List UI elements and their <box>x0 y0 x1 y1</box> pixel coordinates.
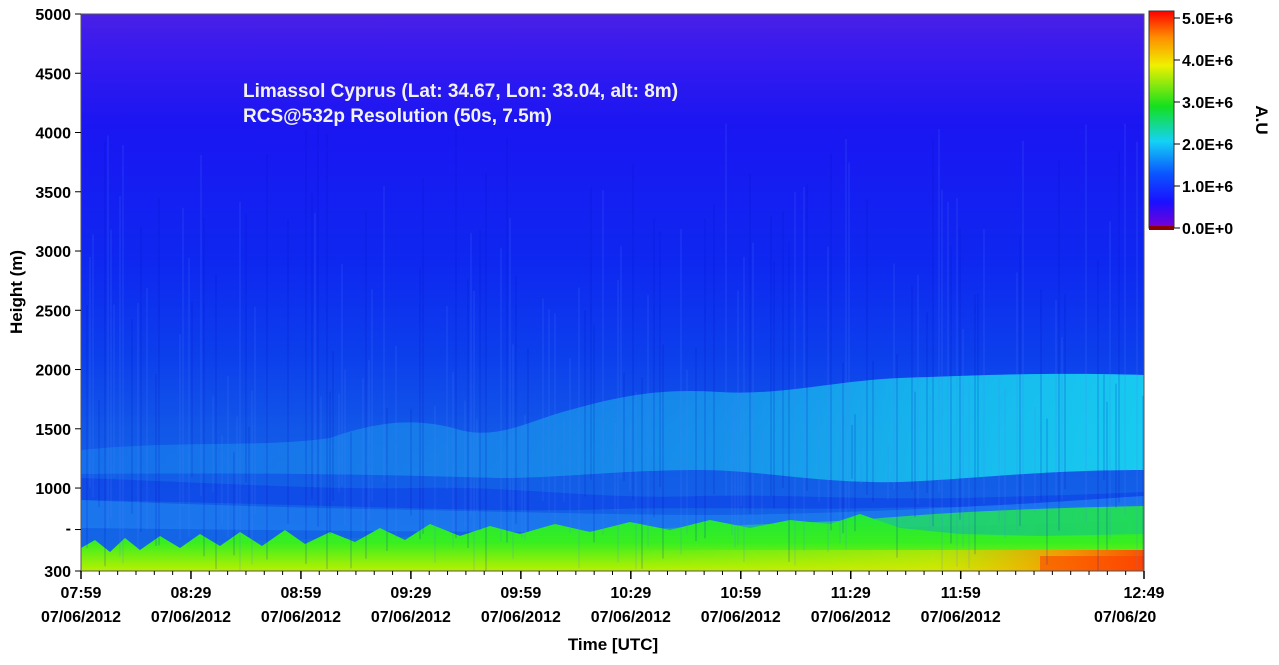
heatmap-background <box>81 14 1144 571</box>
colorbar-tick-label: 4.0E+6 <box>1182 53 1233 70</box>
x-tick-date: 07/06/20 <box>1094 609 1156 626</box>
residual-layer <box>81 373 1144 483</box>
y-tick-label: 3500 <box>35 185 71 202</box>
x-tick-time: 09:59 <box>500 585 541 602</box>
x-tick-date: 07/06/2012 <box>371 609 451 626</box>
x-tick-time: 11:29 <box>831 585 871 602</box>
x-tick-time: 10:29 <box>610 585 651 602</box>
y-tick-label: 3000 <box>35 244 71 261</box>
colorbar-label: A.U <box>1252 105 1271 134</box>
x-tick-date: 07/06/2012 <box>921 609 1001 626</box>
annotation-location: Limassol Cyprus (Lat: 34.67, Lon: 33.04,… <box>243 81 678 102</box>
y-tick-label: 2500 <box>35 303 71 320</box>
colorbar-tick-label: 1.0E+6 <box>1182 179 1233 196</box>
x-tick-time: 10:59 <box>720 585 761 602</box>
x-tick-date: 07/06/2012 <box>481 609 561 626</box>
y-axis-title: Height (m) <box>7 250 26 334</box>
y-axis: 300 1000 1500 2000 2500 3000 3500 4000 4500 5000 - <box>35 7 81 581</box>
x-tick-date: 07/06/2012 <box>261 609 341 626</box>
heatmap-plot <box>81 14 1144 571</box>
x-axis-title: Time [UTC] <box>568 635 658 654</box>
x-tick-time: 11:59 <box>941 585 981 602</box>
surface-max-region <box>1040 556 1144 571</box>
gap-band <box>81 478 1144 511</box>
colorbar-ticks: 0.0E+0 1.0E+6 2.0E+6 3.0E+6 4.0E+6 5.0E+6 <box>1174 11 1233 238</box>
heatmap-texture <box>86 123 1144 571</box>
colorbar-tick-label: 5.0E+6 <box>1182 11 1233 28</box>
annotation-resolution: RCS@532p Resolution (50s, 7.5m) <box>243 106 552 127</box>
x-tick-date: 07/06/2012 <box>41 609 121 626</box>
x-tick-date: 07/06/2012 <box>151 609 231 626</box>
colorbar-tick-label: 0.0E+0 <box>1182 221 1233 238</box>
y-tick-label: 1500 <box>35 422 71 439</box>
y-tick-label: 2000 <box>35 363 71 380</box>
y-minor-tick-label: - <box>66 521 71 538</box>
y-tick-label: 1000 <box>35 481 71 498</box>
x-tick-time: 08:59 <box>280 585 321 602</box>
y-tick-label: 4000 <box>35 126 71 143</box>
colorbar-tick-label: 2.0E+6 <box>1182 137 1233 154</box>
x-tick-time: 12:49 <box>1124 585 1165 602</box>
y-tick-label: 300 <box>44 564 71 581</box>
colorbar <box>1148 10 1175 229</box>
x-tick-time: 08:29 <box>171 585 212 602</box>
x-tick-date: 07/06/2012 <box>811 609 891 626</box>
y-tick-label: 5000 <box>35 7 71 24</box>
x-tick-time: 07:59 <box>61 585 102 602</box>
x-tick-date: 07/06/2012 <box>591 609 671 626</box>
x-tick-time: 09:29 <box>390 585 431 602</box>
colorbar-tick-label: 3.0E+6 <box>1182 95 1233 112</box>
x-axis: 07:59 07/06/2012 08:29 07/06/2012 08:59 07/06… <box>41 571 1165 626</box>
colorbar-underflow <box>1149 226 1174 230</box>
surface-hot-region <box>620 550 1144 571</box>
y-tick-label: 4500 <box>35 66 71 83</box>
x-tick-date: 07/06/2012 <box>701 609 781 626</box>
